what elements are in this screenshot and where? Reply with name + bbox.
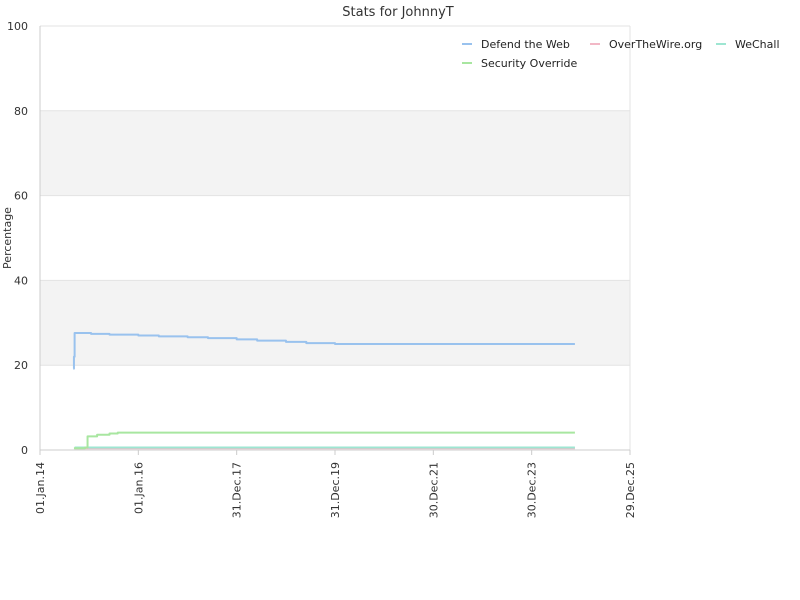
plot-bands <box>40 110 630 366</box>
chart-title: Stats for JohnnyT <box>342 5 454 20</box>
y-tick-label: 20 <box>14 359 28 372</box>
y-tick-label: 60 <box>14 190 28 203</box>
legend: Defend the Web OverTheWire.org WeChall Secu… <box>462 38 780 70</box>
series-lines <box>72 331 575 450</box>
axes <box>39 26 631 455</box>
x-tick-label: 29.Dec.25 <box>624 462 637 518</box>
x-tick-label: 30.Dec.23 <box>526 462 539 518</box>
legend-label: Defend the Web <box>481 38 570 51</box>
y-tick-label: 0 <box>21 444 28 457</box>
x-tick-label: 30.Dec.21 <box>427 462 440 518</box>
plot-band <box>40 280 630 366</box>
x-tick-label: 31.Dec.19 <box>329 462 342 518</box>
gridlines <box>40 25 631 451</box>
legend-label: Security Override <box>481 57 577 70</box>
y-axis-label: Percentage <box>1 207 14 269</box>
x-tick-label: 31.Dec.17 <box>231 462 244 518</box>
series-line-0 <box>72 331 575 370</box>
legend-label: WeChall <box>735 38 780 51</box>
x-tick-label: 01.Jan.16 <box>132 462 145 514</box>
series-line-3 <box>73 431 575 450</box>
y-tick-label: 80 <box>14 105 28 118</box>
y-tick-label: 100 <box>7 20 28 33</box>
x-tick-labels: 01.Jan.14 01.Jan.16 31.Dec.17 31.Dec.19 30.D… <box>34 462 637 518</box>
x-tick-label: 01.Jan.14 <box>34 462 47 514</box>
plot-band <box>40 110 630 196</box>
legend-label: OverTheWire.org <box>609 38 702 51</box>
y-tick-labels: 0 20 40 60 80 100 <box>7 20 28 457</box>
y-tick-label: 40 <box>14 274 28 287</box>
